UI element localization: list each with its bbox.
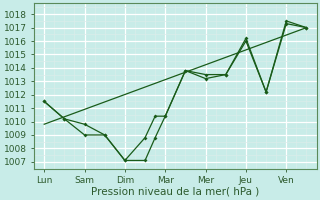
- X-axis label: Pression niveau de la mer( hPa ): Pression niveau de la mer( hPa ): [91, 187, 260, 197]
